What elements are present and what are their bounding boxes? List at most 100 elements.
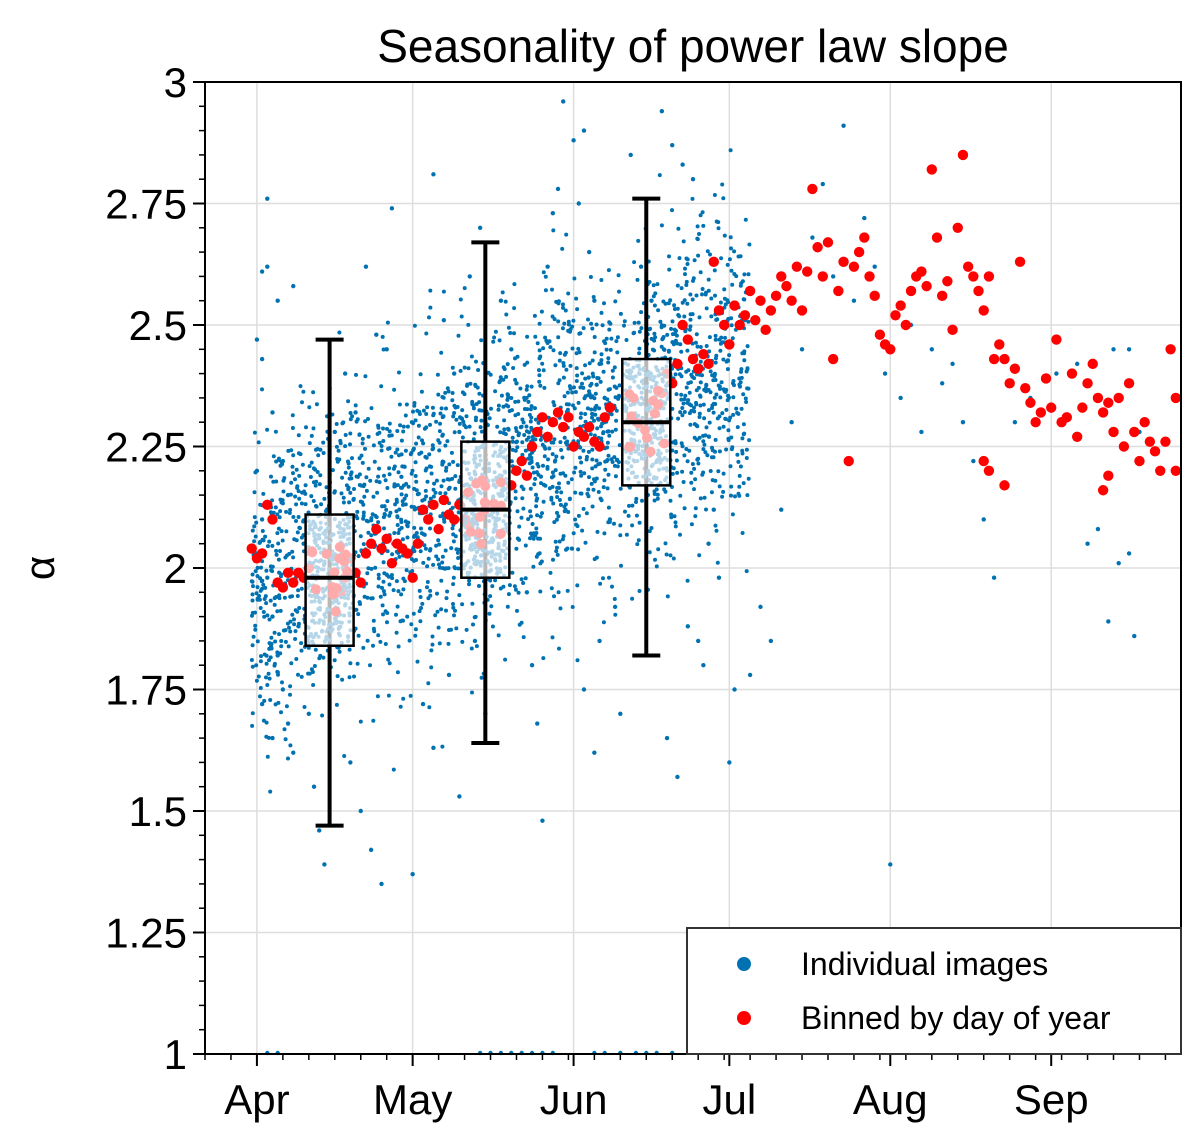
individual-point (418, 595, 423, 599)
individual-point (470, 601, 475, 606)
individual-point (668, 298, 673, 303)
individual-point (695, 236, 700, 241)
boxplot-inner-point (307, 560, 312, 565)
boxplot-inner-point (317, 533, 322, 538)
individual-point (1106, 619, 1111, 624)
individual-point (309, 433, 314, 438)
individual-point (556, 381, 561, 386)
individual-point (617, 443, 622, 448)
individual-point (387, 661, 392, 666)
boxplot-inner-point (325, 606, 330, 611)
individual-point (732, 383, 736, 388)
individual-point (422, 543, 427, 548)
individual-point (675, 470, 680, 475)
individual-point (682, 506, 687, 511)
individual-point (684, 385, 689, 390)
individual-point (460, 639, 465, 644)
individual-point (273, 429, 278, 434)
individual-point (436, 538, 441, 543)
individual-point (619, 563, 623, 568)
boxplot-inner-point (343, 522, 348, 527)
boxplot-inner-point (462, 563, 467, 568)
individual-point (445, 589, 450, 594)
binned-point (817, 271, 828, 282)
boxplot-inner-point (493, 450, 498, 455)
individual-point (295, 594, 300, 598)
individual-point (451, 459, 456, 464)
individual-point (651, 283, 656, 288)
individual-point (422, 426, 427, 431)
individual-point (654, 564, 659, 569)
individual-point (249, 658, 254, 662)
individual-point (557, 646, 561, 651)
individual-point (515, 439, 519, 444)
individual-point (563, 440, 568, 445)
individual-point (363, 374, 368, 379)
individual-point (350, 456, 354, 461)
individual-point (395, 604, 400, 609)
boxplot-inner-point (328, 534, 333, 539)
y-tick-label: 1.75 (105, 667, 187, 714)
individual-point (711, 410, 716, 415)
individual-point (376, 474, 381, 479)
individual-point (675, 306, 680, 311)
individual-point (382, 526, 386, 531)
individual-point (500, 290, 505, 295)
individual-point (400, 464, 405, 469)
boxplot-inner-point (323, 528, 328, 533)
individual-point (740, 279, 745, 284)
y-tick-label: 2.5 (129, 302, 187, 349)
boxplot-inner-point (646, 469, 651, 473)
individual-point (299, 674, 304, 679)
individual-point (383, 609, 388, 614)
individual-point (275, 512, 280, 517)
boxplot-inner-point (308, 527, 312, 532)
individual-point (267, 539, 272, 544)
individual-point (692, 405, 696, 410)
individual-point (573, 390, 578, 394)
individual-point (397, 402, 402, 407)
individual-point (424, 331, 429, 336)
individual-point (693, 477, 698, 482)
individual-point (273, 702, 278, 707)
individual-point (706, 288, 711, 293)
individual-point (541, 499, 546, 504)
individual-point (387, 582, 392, 587)
individual-point (512, 282, 517, 287)
individual-point (475, 385, 480, 390)
individual-point (636, 538, 641, 543)
individual-point (742, 272, 747, 277)
individual-point (290, 413, 295, 418)
individual-point (710, 403, 715, 408)
individual-point (506, 404, 511, 409)
individual-point (693, 506, 698, 511)
binned-point (983, 465, 995, 476)
individual-point (572, 470, 577, 475)
individual-point (652, 338, 657, 343)
individual-point (343, 444, 348, 449)
boxplot-inner-point (474, 464, 479, 469)
boxplot-inner-point (473, 456, 478, 461)
boxplot-inner-point (649, 417, 654, 421)
individual-point (592, 479, 597, 484)
boxplot-inner-point (306, 640, 311, 645)
individual-point (492, 335, 497, 340)
individual-point (570, 346, 575, 351)
individual-point (254, 520, 259, 525)
individual-point (250, 598, 255, 603)
individual-point (398, 423, 403, 428)
individual-point (742, 297, 747, 302)
individual-point (679, 397, 684, 402)
individual-point (552, 437, 557, 442)
boxplot-1 (304, 337, 355, 828)
individual-point (263, 594, 268, 599)
boxplot-inner-point (311, 635, 316, 640)
individual-point (449, 627, 453, 632)
individual-point (561, 302, 565, 307)
boxplot-inner-point (627, 375, 631, 380)
individual-point (682, 314, 687, 319)
individual-point (659, 223, 664, 228)
individual-point (351, 496, 356, 501)
individual-point (380, 585, 384, 590)
